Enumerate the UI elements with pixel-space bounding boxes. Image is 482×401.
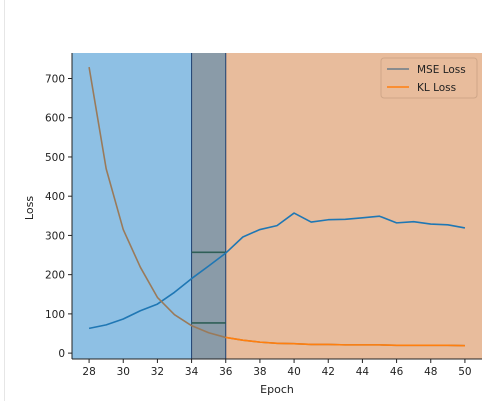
y-tick-label: 200 xyxy=(45,270,65,282)
y-tick-label: 100 xyxy=(45,309,65,321)
shaded-region-1 xyxy=(72,53,192,359)
series-line-mse xyxy=(88,212,466,330)
x-tick-label: 30 xyxy=(117,366,130,378)
axes xyxy=(71,53,482,360)
x-tick-label: 46 xyxy=(390,366,404,378)
x-tick-label: 38 xyxy=(253,366,266,378)
legend: MSE Loss KL Loss xyxy=(380,57,478,99)
shaded-region-3 xyxy=(225,53,482,359)
legend-box xyxy=(380,57,478,99)
y-axis-label: Loss xyxy=(23,196,36,220)
series-line-kl-tail xyxy=(225,336,465,347)
y-tick-label: 700 xyxy=(45,74,65,86)
y-axis-ticks: 0 100 200 300 400 500 600 700 xyxy=(45,74,72,360)
y-tick-label: 400 xyxy=(45,191,65,203)
y-tick-label: 300 xyxy=(45,230,65,242)
y-tick-label: 600 xyxy=(45,113,65,125)
y-tick-label: 0 xyxy=(58,348,65,360)
shaded-regions xyxy=(72,53,482,359)
x-axis-ticks: 28 30 32 34 36 38 40 42 44 46 48 50 xyxy=(82,359,472,378)
x-tick-label: 34 xyxy=(185,366,199,378)
x-tick-label: 28 xyxy=(82,366,95,378)
x-tick-label: 40 xyxy=(287,366,300,378)
marker-segments xyxy=(191,251,226,324)
shaded-region-2 xyxy=(191,53,226,359)
x-tick-label: 36 xyxy=(219,366,233,378)
legend-label-1: MSE Loss xyxy=(417,64,466,76)
frame-divider xyxy=(4,0,5,401)
x-axis-label: Epoch xyxy=(260,383,294,396)
y-tick-label: 500 xyxy=(45,152,65,164)
series-lines xyxy=(88,66,466,347)
x-tick-label: 44 xyxy=(356,366,370,378)
x-tick-label: 42 xyxy=(322,366,335,378)
x-tick-label: 32 xyxy=(151,366,164,378)
x-tick-label: 50 xyxy=(458,366,471,378)
legend-label-2: KL Loss xyxy=(417,82,456,94)
x-tick-label: 48 xyxy=(424,366,437,378)
